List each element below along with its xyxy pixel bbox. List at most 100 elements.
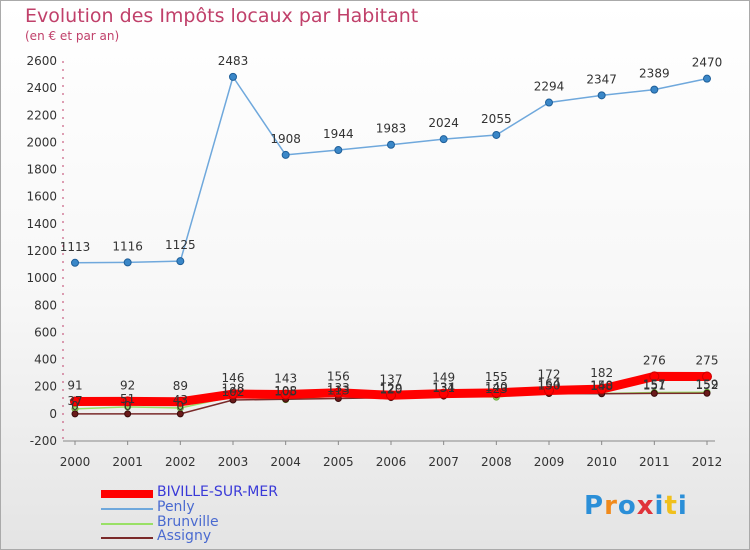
data-point [386,390,396,401]
data-point [387,140,395,149]
data-label: 128 [222,381,245,395]
data-label: 129 [380,381,403,395]
data-label: 137 [380,372,403,386]
legend-label: Penly [157,499,195,515]
data-label: 148 [590,379,613,393]
y-tick-label: 1200 [26,244,57,258]
legend-swatch [101,523,153,525]
x-tick-label: 2012 [692,455,723,469]
logo-letter: i [677,491,688,521]
data-label: 133 [327,381,350,395]
x-tick-label: 2003 [218,455,249,469]
logo-letter: t [664,491,678,521]
x-tick-label: 2008 [481,455,512,469]
data-point [650,85,659,94]
data-label: 0 [71,399,79,413]
data-point [439,135,448,144]
logo-letter: i [654,491,665,521]
x-tick-label: 2000 [60,455,91,469]
data-label: 146 [222,371,245,385]
series-line-1 [74,76,708,264]
data-label: 164 [538,377,561,391]
logo-letter: P [584,491,605,521]
x-tick-label: 2005 [323,455,354,469]
data-point [71,410,79,418]
data-point [545,98,553,107]
y-tick-label: 400 [34,353,57,367]
legend-swatch [101,508,153,510]
data-point [650,389,658,397]
x-tick-label: 2007 [428,455,459,469]
data-point [175,396,186,407]
logo-letter: o [617,491,637,521]
data-point [703,74,711,83]
data-label: 134 [432,381,455,395]
y-tick-label: 2400 [26,81,57,95]
legend-swatch [101,537,153,539]
data-label: 1113 [60,240,91,254]
data-point [176,410,184,418]
data-label: 152 [696,378,719,392]
data-label: 1116 [112,239,143,253]
data-point [123,258,132,267]
data-label: 2470 [692,56,723,70]
data-label: 0 [124,399,132,413]
data-point [71,258,79,267]
data-label: 51 [120,392,135,406]
data-label: 150 [590,379,613,393]
data-label: 140 [485,380,508,394]
y-tick-label: 2600 [26,54,57,68]
logo-letter: x [636,491,655,521]
data-label: 157 [643,378,666,392]
proxiti-logo: Proxiti [584,491,688,521]
data-label: 155 [485,370,508,384]
x-tick-label: 2004 [270,455,301,469]
data-label: 2389 [639,67,670,81]
data-label: 37 [67,394,82,408]
data-point [333,387,344,398]
data-label: 276 [643,353,666,367]
data-label: 150 [538,379,561,393]
data-label: 172 [538,368,561,382]
y-tick-label: 2200 [26,108,57,122]
data-label: 120 [380,383,403,397]
data-label: 2024 [428,116,459,130]
data-point [597,91,606,100]
data-label: 1944 [323,127,354,141]
data-label: 2347 [586,72,617,86]
data-point [229,72,237,81]
data-label: 1125 [165,238,196,252]
y-tick-label: 200 [34,380,57,394]
x-tick-label: 2011 [639,455,670,469]
data-point [649,371,660,382]
data-point [492,130,501,139]
y-tick-label: 1800 [26,163,57,177]
x-tick-label: 2006 [376,455,407,469]
y-tick-label: 1000 [26,271,57,285]
data-label: 113 [327,384,350,398]
legend-label: Brunville [157,514,219,530]
data-label: 92 [120,378,135,392]
data-point [544,385,554,396]
data-label: 143 [274,371,297,385]
data-label: 89 [173,379,188,393]
data-label: 0 [177,399,185,413]
y-tick-label: 800 [34,298,57,312]
logo-letter: r [604,491,618,521]
data-label: 105 [274,385,297,399]
x-tick-label: 2002 [165,455,196,469]
data-point [702,371,712,382]
data-label: 159 [696,377,719,391]
data-point [703,389,711,397]
legend-label: BIVILLE-SUR-MER [157,484,278,500]
data-point [280,389,291,400]
data-label: 43 [173,393,188,407]
data-label: 182 [590,366,613,380]
data-label: 151 [643,378,666,392]
y-tick-label: -200 [30,434,57,448]
data-point [596,384,607,395]
data-label: 91 [67,379,82,393]
y-tick-label: 2000 [26,135,57,149]
